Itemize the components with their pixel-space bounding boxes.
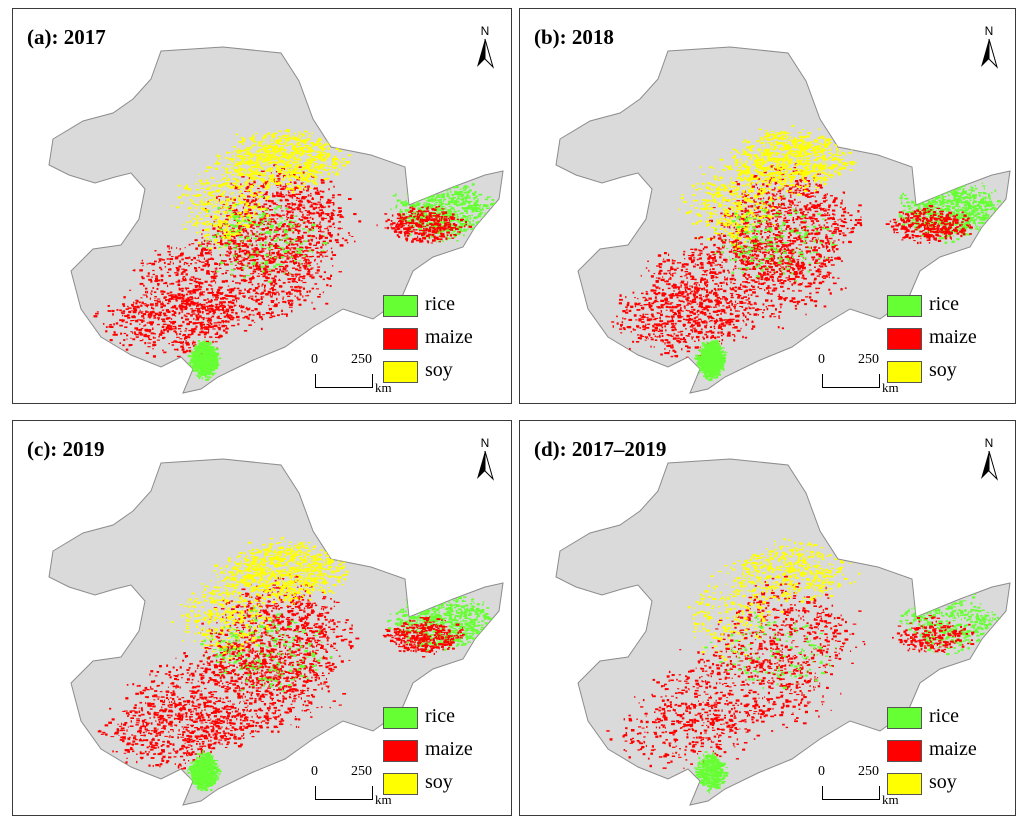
legend-item-maize: maize	[383, 324, 493, 357]
panel-title: (c): 2019	[27, 437, 105, 461]
panel-title: (b): 2018	[534, 25, 614, 49]
legend-label: maize	[425, 326, 473, 348]
scale-bar-line	[822, 374, 880, 388]
scale-zero-label: 0	[311, 764, 318, 779]
legend-swatch	[383, 295, 418, 317]
panel-title: (a): 2017	[27, 25, 106, 49]
panel-title: (d): 2017–2019	[534, 437, 667, 461]
scale-zero-label: 0	[311, 352, 318, 367]
legend-label: rice	[425, 705, 455, 727]
legend-swatch	[383, 328, 418, 350]
north-arrow-icon: N	[981, 436, 999, 481]
legend-label: soy	[425, 771, 453, 793]
legend-swatch	[383, 361, 418, 383]
scale-bar: 0 250 km	[293, 764, 413, 807]
legend-label: maize	[929, 326, 977, 348]
scale-bar: 0 250 km	[293, 352, 413, 395]
scale-unit-label: km	[375, 380, 392, 395]
scale-unit-label: km	[882, 380, 899, 395]
legend-swatch	[383, 707, 418, 729]
crop-layer	[97, 537, 501, 792]
legend: rice maize soy	[383, 291, 493, 390]
legend-item-rice: rice	[383, 703, 493, 736]
scale-bar: 0 250 km	[800, 352, 920, 395]
legend-item-maize: maize	[887, 324, 997, 357]
legend: rice maize soy	[887, 703, 997, 802]
map-panel-2: (b): 2018 N rice maize soy 0 250 km	[519, 8, 1016, 404]
crop-layer	[606, 538, 1002, 794]
legend-swatch	[383, 740, 418, 762]
legend: rice maize soy	[383, 703, 493, 802]
scale-zero-label: 0	[818, 764, 825, 779]
legend-swatch	[887, 328, 922, 350]
legend-label: soy	[425, 359, 453, 381]
legend-item-soy: soy	[887, 769, 997, 802]
legend-item-maize: maize	[887, 736, 997, 769]
legend-swatch	[887, 773, 922, 795]
scale-unit-label: km	[375, 792, 392, 807]
legend-swatch	[887, 361, 922, 383]
legend-swatch	[887, 295, 922, 317]
legend-label: rice	[425, 293, 455, 315]
scale-bar: 0 250 km	[800, 764, 920, 807]
legend-item-soy: soy	[383, 769, 493, 802]
legend-item-soy: soy	[383, 357, 493, 390]
legend-swatch	[383, 773, 418, 795]
legend-item-rice: rice	[887, 703, 997, 736]
legend-item-maize: maize	[383, 736, 493, 769]
scale-max-label: 250	[858, 352, 879, 367]
scale-bar-line	[315, 374, 373, 388]
scale-bar-line	[822, 786, 880, 800]
legend-label: maize	[929, 738, 977, 760]
scale-unit-label: km	[882, 792, 899, 807]
crop-layer	[93, 129, 502, 381]
legend-swatch	[887, 740, 922, 762]
north-arrow-icon: N	[981, 24, 999, 69]
scale-max-label: 250	[351, 764, 372, 779]
scale-max-label: 250	[858, 764, 879, 779]
map-panel-4: (d): 2017–2019 N rice maize soy 0 250 km	[519, 420, 1016, 816]
scale-zero-label: 0	[818, 352, 825, 367]
map-panel-3: (c): 2019 N rice maize soy 0 250 km	[12, 420, 512, 816]
scale-bar-line	[315, 786, 373, 800]
legend: rice maize soy	[887, 291, 997, 390]
legend-swatch	[887, 707, 922, 729]
legend-item-soy: soy	[887, 357, 997, 390]
north-arrow-icon: N	[477, 24, 495, 69]
legend-label: rice	[929, 293, 959, 315]
legend-label: soy	[929, 771, 957, 793]
legend-label: maize	[425, 738, 473, 760]
legend-label: rice	[929, 705, 959, 727]
scale-max-label: 250	[351, 352, 372, 367]
legend-item-rice: rice	[383, 291, 493, 324]
map-panel-1: (a): 2017 N rice maize soy 0 250 km	[12, 8, 512, 404]
north-arrow-icon: N	[477, 436, 495, 481]
legend-item-rice: rice	[887, 291, 997, 324]
legend-label: soy	[929, 359, 957, 381]
